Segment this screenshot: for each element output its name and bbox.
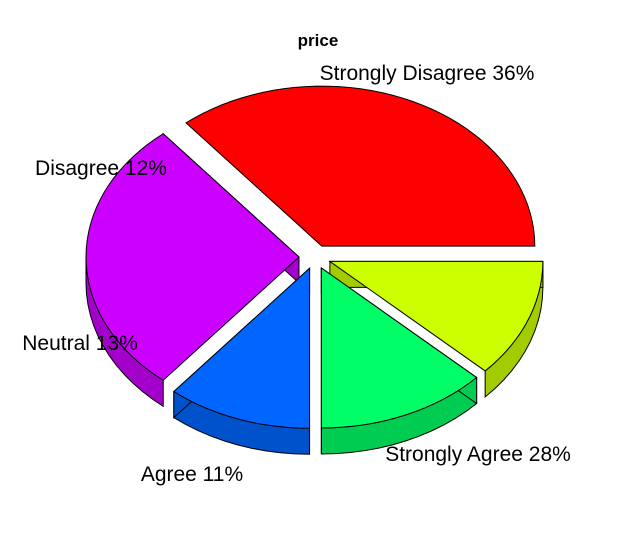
slice-label-disagree: Disagree 12% (35, 157, 167, 180)
slice-label-agree: Agree 11% (141, 463, 243, 486)
slice-agree (172, 267, 311, 429)
pie-tops (85, 85, 544, 429)
slice-strongly-disagree (185, 85, 536, 247)
slice-disagree (328, 260, 544, 372)
slice-neutral (320, 267, 478, 429)
slice-label-neutral: Neutral 13% (22, 332, 138, 355)
slice-label-strongly-agree: Strongly Agree 28% (385, 443, 571, 466)
chart-title: price (298, 31, 339, 50)
pie-labels: Strongly Disagree 36% Strongly Agree 28% A… (22, 62, 571, 486)
slice-strongly-agree (85, 133, 300, 381)
slice-label-strongly-disagree: Strongly Disagree 36% (320, 62, 535, 85)
